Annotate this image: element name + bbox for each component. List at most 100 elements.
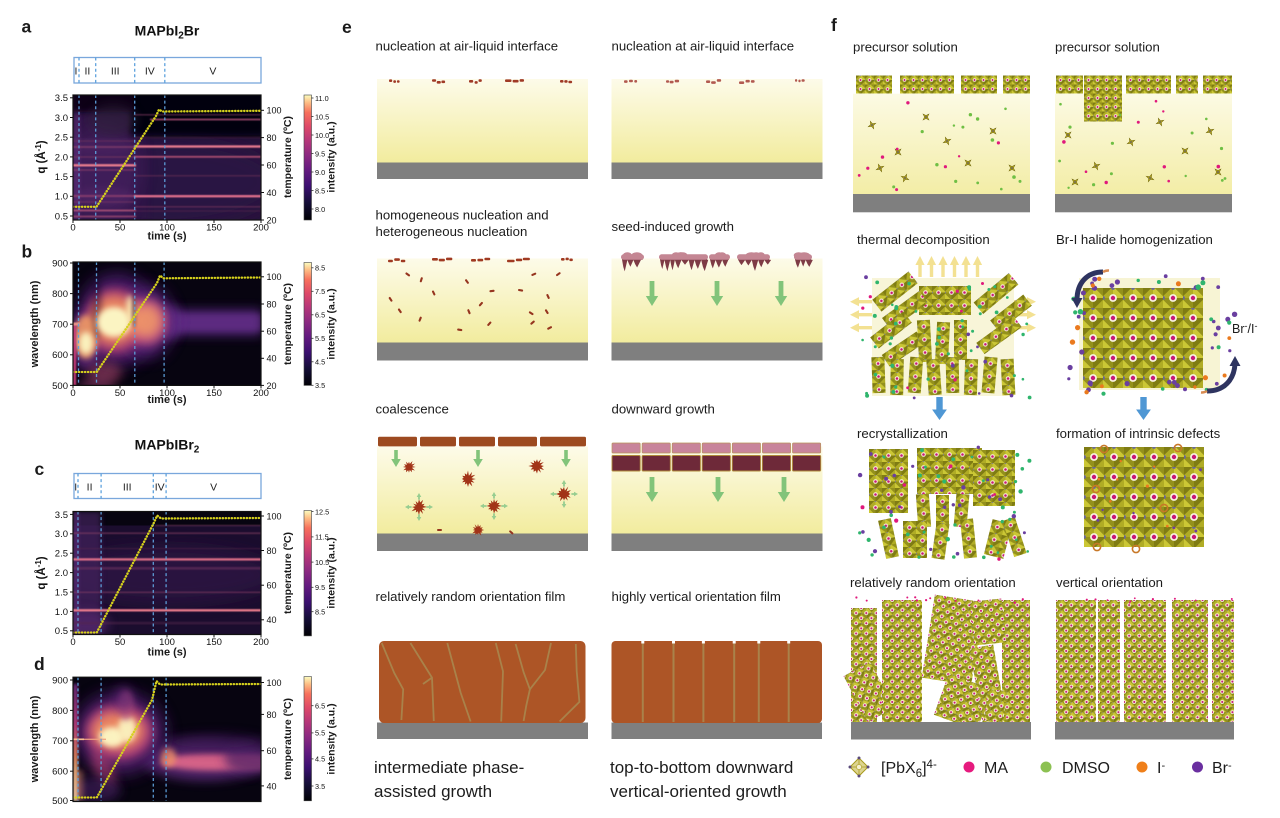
svg-text:3.0: 3.0 (55, 113, 68, 124)
svg-text:150: 150 (206, 388, 222, 399)
svg-text:200: 200 (253, 637, 269, 648)
svg-text:9.0: 9.0 (315, 168, 325, 177)
svg-text:nucleation at air-liquid inter: nucleation at air-liquid interface (612, 39, 795, 54)
svg-text:IV: IV (155, 482, 165, 494)
svg-text:9.5: 9.5 (315, 149, 325, 158)
svg-text:2.5: 2.5 (55, 549, 68, 560)
svg-text:100: 100 (267, 511, 282, 521)
svg-text:heterogeneous nucleation: heterogeneous nucleation (376, 224, 528, 239)
svg-text:V: V (210, 482, 217, 494)
svg-text:700: 700 (52, 320, 68, 331)
svg-text:50: 50 (115, 223, 126, 234)
svg-text:4.5: 4.5 (315, 755, 325, 764)
svg-text:intensity (a.u.): intensity (a.u.) (326, 121, 338, 192)
svg-text:III: III (111, 66, 120, 78)
svg-text:vertical orientation: vertical orientation (1056, 575, 1163, 590)
svg-text:10.5: 10.5 (315, 558, 329, 567)
svg-text:200: 200 (253, 223, 269, 234)
svg-text:80: 80 (267, 710, 277, 720)
svg-text:100: 100 (159, 388, 175, 399)
svg-text:6.5: 6.5 (315, 702, 325, 711)
svg-text:temperature (ºC): temperature (ºC) (282, 283, 294, 365)
svg-text:50: 50 (115, 637, 126, 648)
svg-text:[PbX6]4-: [PbX6]4- (881, 759, 937, 780)
svg-text:40: 40 (267, 781, 277, 791)
svg-text:60: 60 (267, 581, 277, 591)
svg-text:f: f (831, 15, 837, 35)
svg-text:temperature (ºC): temperature (ºC) (282, 532, 294, 614)
svg-text:nucleation at air-liquid inter: nucleation at air-liquid interface (376, 39, 559, 54)
svg-text:20: 20 (267, 215, 277, 225)
svg-text:4.5: 4.5 (315, 358, 325, 367)
svg-text:a: a (22, 17, 32, 37)
svg-text:assisted growth: assisted growth (374, 782, 492, 801)
svg-text:temperature (ºC): temperature (ºC) (282, 116, 294, 198)
svg-text:wavelength (nm): wavelength (nm) (29, 280, 41, 368)
svg-text:temperature (ºC): temperature (ºC) (282, 698, 294, 780)
svg-text:b: b (22, 242, 33, 262)
svg-text:500: 500 (52, 796, 68, 807)
svg-text:12.5: 12.5 (315, 507, 329, 516)
svg-text:top-to-bottom downward: top-to-bottom downward (610, 758, 793, 777)
svg-text:100: 100 (267, 106, 282, 116)
svg-text:relatively random orientation: relatively random orientation film (376, 589, 566, 604)
svg-text:homogeneous nucleation and: homogeneous nucleation and (376, 208, 549, 223)
svg-text:9.5: 9.5 (315, 583, 325, 592)
svg-text:I: I (75, 66, 78, 78)
svg-text:3.0: 3.0 (55, 529, 68, 540)
svg-text:MAPbIBr2: MAPbIBr2 (135, 437, 200, 456)
svg-text:time (s): time (s) (147, 394, 186, 406)
svg-text:3.5: 3.5 (55, 510, 68, 521)
svg-text:0: 0 (70, 637, 75, 648)
svg-text:1.5: 1.5 (55, 172, 68, 183)
svg-text:60: 60 (267, 327, 277, 337)
svg-text:3.5: 3.5 (315, 782, 325, 791)
svg-text:d: d (34, 654, 45, 674)
svg-text:600: 600 (52, 350, 68, 361)
svg-text:11.5: 11.5 (315, 533, 329, 542)
svg-text:intermediate phase-: intermediate phase- (374, 758, 524, 777)
svg-text:80: 80 (267, 546, 277, 556)
svg-text:80: 80 (267, 133, 277, 143)
svg-text:precursor solution: precursor solution (853, 40, 958, 55)
svg-text:e: e (342, 17, 352, 37)
svg-text:formation of intrinsic defects: formation of intrinsic defects (1056, 426, 1221, 441)
svg-text:11.0: 11.0 (315, 94, 329, 103)
svg-text:V: V (209, 66, 216, 78)
svg-text:6.5: 6.5 (315, 311, 325, 320)
svg-text:1.5: 1.5 (55, 587, 68, 598)
svg-text:recrystallization: recrystallization (857, 426, 948, 441)
svg-text:intensity (a.u.): intensity (a.u.) (326, 703, 338, 774)
svg-text:20: 20 (267, 381, 277, 391)
svg-text:40: 40 (267, 188, 277, 198)
svg-text:IV: IV (145, 66, 155, 78)
svg-text:MA: MA (984, 760, 1008, 777)
svg-text:intensity (a.u.): intensity (a.u.) (326, 288, 338, 359)
svg-text:2.5: 2.5 (55, 133, 68, 144)
svg-text:8.0: 8.0 (315, 205, 325, 214)
svg-text:vertical-oriented growth: vertical-oriented growth (610, 782, 787, 801)
svg-text:1.0: 1.0 (55, 607, 68, 618)
svg-text:80: 80 (267, 299, 277, 309)
svg-text:8.5: 8.5 (315, 264, 325, 273)
svg-text:I-: I- (1157, 760, 1165, 777)
svg-text:100: 100 (159, 223, 175, 234)
svg-text:60: 60 (267, 160, 277, 170)
svg-text:Br-I halide homogenization: Br-I halide homogenization (1056, 232, 1213, 247)
svg-text:Br-/I-: Br-/I- (1232, 321, 1257, 336)
svg-text:time (s): time (s) (147, 647, 186, 659)
svg-text:3.5: 3.5 (315, 381, 325, 390)
svg-text:10.5: 10.5 (315, 112, 329, 121)
svg-text:60: 60 (267, 746, 277, 756)
svg-text:900: 900 (52, 675, 68, 686)
svg-text:highly vertical orientation fi: highly vertical orientation film (612, 589, 781, 604)
svg-text:II: II (87, 482, 93, 494)
svg-text:100: 100 (267, 678, 282, 688)
svg-text:0: 0 (70, 223, 75, 234)
svg-text:Br-: Br- (1212, 760, 1232, 777)
svg-text:3.5: 3.5 (55, 93, 68, 104)
svg-text:seed-induced growth: seed-induced growth (612, 219, 734, 234)
svg-text:DMSO: DMSO (1062, 760, 1110, 777)
svg-text:I: I (74, 482, 77, 494)
svg-text:200: 200 (253, 388, 269, 399)
